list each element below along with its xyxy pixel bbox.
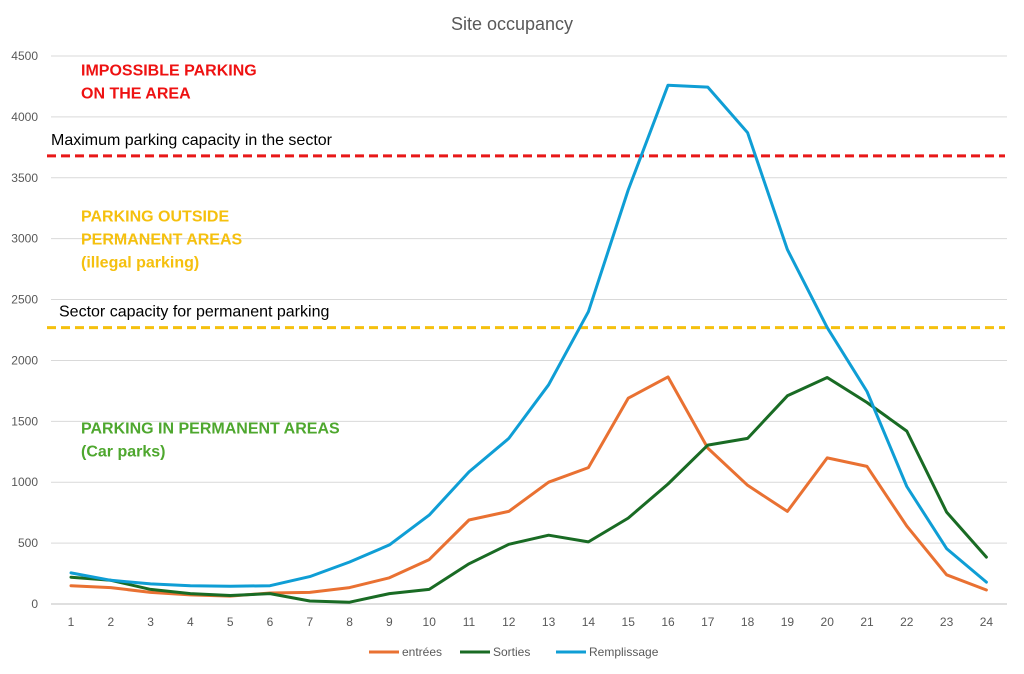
y-tick-label: 2000 — [11, 353, 38, 367]
x-tick-label: 12 — [502, 615, 516, 629]
x-tick-label: 22 — [900, 615, 914, 629]
y-tick-label: 1000 — [11, 475, 38, 489]
zone-annotation: IMPOSSIBLE PARKING ON THE AREA — [81, 63, 257, 103]
series-line-remplissage — [69, 83, 988, 588]
x-tick-label: 7 — [306, 615, 313, 629]
x-tick-label: 19 — [781, 615, 795, 629]
x-tick-label: 11 — [463, 615, 476, 629]
x-tick-label: 3 — [147, 615, 154, 629]
y-axis: 0 500 1000 1500 2000 2500 3000 3500 4000 4500 — [11, 49, 38, 611]
y-tick-label: 3000 — [11, 232, 38, 246]
legend-label-remplissage: Remplissage — [589, 645, 659, 659]
series-line-sorties — [69, 376, 988, 604]
x-tick-label: 1 — [68, 615, 75, 629]
zone-annotation-line: PARKING IN PERMANENT AREAS — [81, 421, 340, 438]
x-tick-label: 21 — [860, 615, 874, 629]
zone-annotation: PARKING OUTSIDE PERMANENT AREAS (illegal p… — [81, 209, 243, 272]
zone-annotation-line: (illegal parking) — [81, 255, 199, 272]
zone-annotation-line: PERMANENT AREAS — [81, 232, 243, 249]
y-tick-label: 500 — [18, 536, 38, 550]
x-tick-label: 5 — [227, 615, 234, 629]
y-tick-label: 0 — [31, 597, 38, 611]
x-tick-label: 16 — [661, 615, 675, 629]
x-tick-label: 4 — [187, 615, 194, 629]
y-tick-label: 4500 — [11, 49, 38, 63]
reference-line-label: Sector capacity for permanent parking — [59, 304, 329, 321]
y-tick-label: 1500 — [11, 414, 38, 428]
zone-annotation-line: ON THE AREA — [81, 86, 191, 103]
x-tick-label: 24 — [980, 615, 994, 629]
x-tick-label: 6 — [267, 615, 274, 629]
zone-annotation-line: IMPOSSIBLE PARKING — [81, 63, 257, 80]
x-tick-label: 18 — [741, 615, 755, 629]
zone-annotations: IMPOSSIBLE PARKING ON THE AREA PARKING OUT… — [81, 63, 340, 461]
y-tick-label: 3500 — [11, 171, 38, 185]
x-tick-label: 13 — [542, 615, 556, 629]
legend: entrées Sorties Remplissage — [369, 645, 659, 659]
y-tick-label: 2500 — [11, 293, 38, 307]
reference-lines: Maximum parking capacity in the sector Se… — [47, 132, 1005, 330]
x-tick-label: 15 — [622, 615, 636, 629]
x-tick-label: 14 — [582, 615, 596, 629]
zone-annotation: PARKING IN PERMANENT AREAS (Car parks) — [81, 421, 340, 461]
chart-title: Site occupancy — [451, 14, 573, 34]
legend-label-entrees: entrées — [402, 645, 442, 659]
x-tick-label: 23 — [940, 615, 954, 629]
zone-annotation-line: (Car parks) — [81, 444, 165, 461]
x-tick-label: 2 — [107, 615, 114, 629]
reference-line-label: Maximum parking capacity in the sector — [51, 132, 333, 149]
x-axis: 1 2 3 4 5 6 7 8 9 10 11 12 13 14 15 16 17 18 19 20 21 22 23 24 — [68, 615, 994, 629]
x-tick-label: 10 — [423, 615, 437, 629]
x-tick-label: 20 — [821, 615, 835, 629]
series-lines — [69, 83, 988, 604]
x-tick-label: 8 — [346, 615, 353, 629]
legend-label-sorties: Sorties — [493, 645, 530, 659]
zone-annotation-line: PARKING OUTSIDE — [81, 209, 229, 226]
x-tick-label: 9 — [386, 615, 393, 629]
y-tick-label: 4000 — [11, 110, 38, 124]
gridlines — [51, 55, 1007, 605]
x-tick-label: 17 — [701, 615, 715, 629]
